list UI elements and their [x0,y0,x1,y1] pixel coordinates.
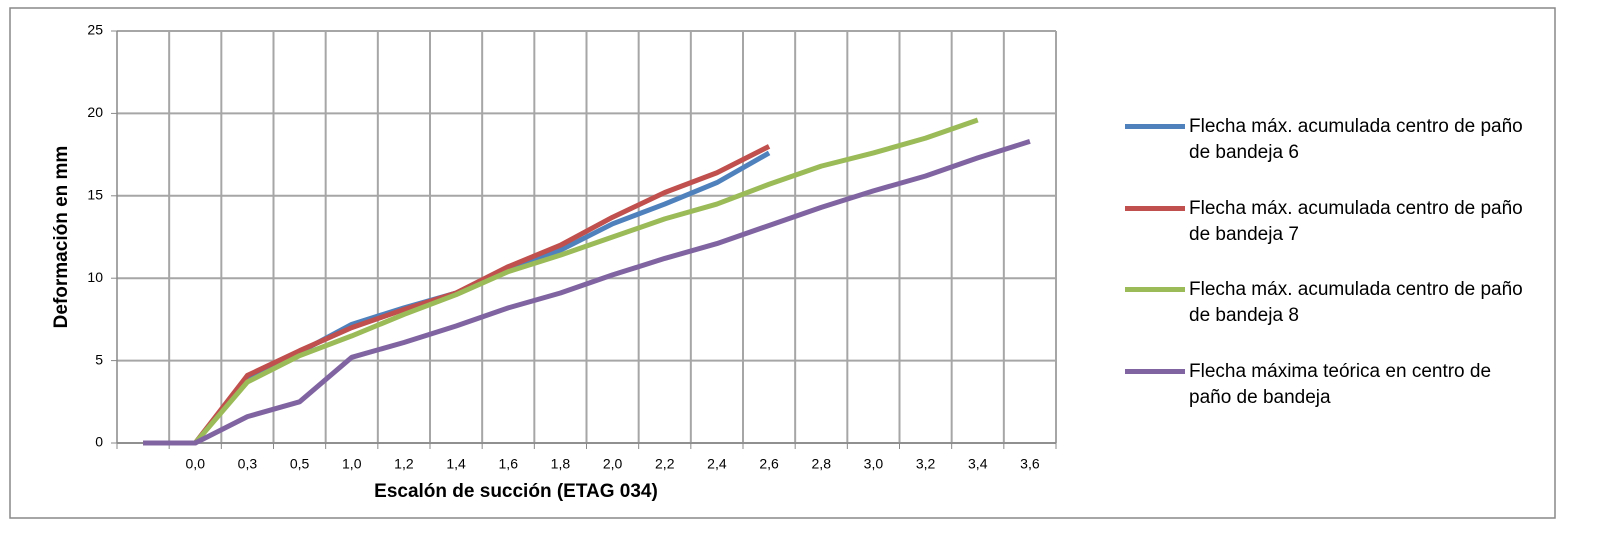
legend-label: Flecha máx. acumulada centro de paño de … [1189,279,1523,326]
series-line [143,117,979,446]
y-tick-label: 0 [95,434,103,450]
x-tick-label: 0,5 [290,456,310,472]
x-tick-label: 1,2 [394,456,414,472]
x-tick-label: 3,6 [1020,456,1040,472]
legend-label: Flecha máxima teórica en centro de paño … [1189,360,1492,408]
legend-item: Flecha máxima teórica en centro de paño … [1125,359,1545,411]
legend-item: Flecha máx. acumulada centro de paño de … [1125,277,1545,329]
legend-label: Flecha máx. acumulada centro de paño de … [1189,197,1523,245]
y-tick-label: 25 [87,22,103,38]
legend-label: Flecha máx. acumulada centro de paño de … [1189,116,1523,163]
legend-item: Flecha máx. acumulada centro de paño de … [1125,196,1545,248]
x-tick-label: 2,0 [603,456,623,472]
legend-swatch [1125,124,1185,129]
y-tick-label: 5 [95,351,103,367]
x-tick-label: 0,3 [238,456,258,472]
x-tick-label: 1,6 [499,456,519,472]
y-tick-label: 20 [87,104,103,120]
x-tick-label: 2,4 [707,456,727,472]
x-tick-label: 1,4 [446,456,466,472]
y-tick-label: 15 [87,187,103,203]
x-tick-label: 0,0 [186,456,206,472]
legend-swatch [1125,368,1185,374]
x-tick-label: 1,8 [551,456,571,472]
series-line [143,139,1031,446]
x-tick-label: 3,0 [864,456,884,472]
chart-border [9,7,1556,519]
legend-swatch [1125,205,1185,211]
x-tick-label: 3,4 [968,456,988,472]
x-tick-label: 3,2 [916,456,936,472]
legend-swatch [1125,287,1185,292]
x-axis-title: Escalón de succión (ETAG 034) [374,481,658,502]
x-tick-label: 2,8 [812,456,832,472]
legend-item: Flecha máx. acumulada centro de paño de … [1125,114,1545,166]
x-tick-label: 2,6 [759,456,779,472]
x-tick-label: 2,2 [655,456,675,472]
y-tick-label: 10 [87,269,103,285]
y-axis-title: Deformación en mm [51,146,72,329]
x-tick-label: 1,0 [342,456,362,472]
